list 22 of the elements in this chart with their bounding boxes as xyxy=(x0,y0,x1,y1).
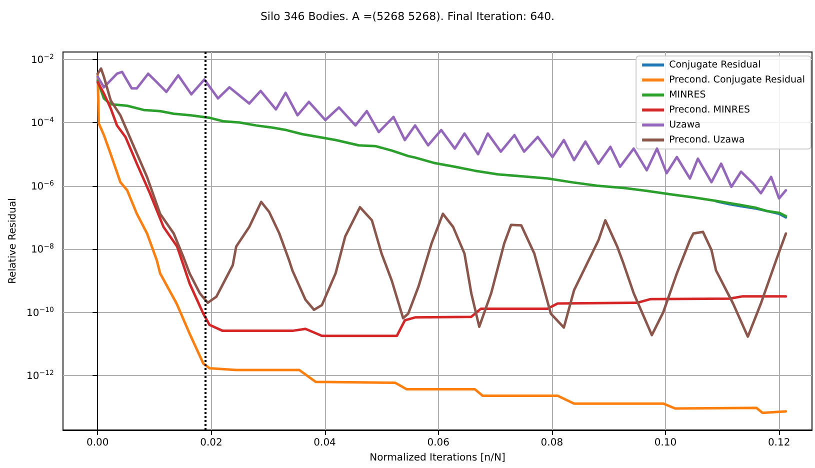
y-tick-label: 10$^{−8}$ xyxy=(30,242,54,256)
x-tick-label: 0.04 xyxy=(314,438,336,448)
y-tick-label: 10$^{−10}$ xyxy=(26,306,54,319)
legend-label: Conjugate Residual xyxy=(669,60,761,70)
legend-label: Uzawa xyxy=(669,120,700,130)
legend-label: Precond. Uzawa xyxy=(669,134,745,146)
y-tick-label: 10$^{−2}$ xyxy=(30,52,54,66)
x-tick-label: 0.00 xyxy=(86,438,109,448)
y-axis-title: Relative Residual xyxy=(8,198,18,284)
x-tick-label: 0.12 xyxy=(768,438,790,448)
x-tick-label: 0.06 xyxy=(427,438,450,448)
x-tick-label: 0.02 xyxy=(200,438,222,448)
legend-label: Precond. Conjugate Residual xyxy=(669,74,806,86)
x-tick-label: 0.10 xyxy=(654,438,677,448)
y-tick-label: 10$^{−12}$ xyxy=(26,369,54,382)
chart-title: Silo 346 Bodies. A =(5268 5268). Final Iteration: 640. xyxy=(260,10,555,23)
y-tick-label: 10$^{−6}$ xyxy=(30,179,55,192)
legend-label: Precond. MINRES xyxy=(669,104,750,116)
x-axis-title: Normalized Iterations [n/N] xyxy=(370,452,506,464)
y-tick-label: 10$^{−4}$ xyxy=(30,116,55,130)
x-tick-label: 0.08 xyxy=(540,438,564,448)
legend-label: MINRES xyxy=(669,90,706,100)
